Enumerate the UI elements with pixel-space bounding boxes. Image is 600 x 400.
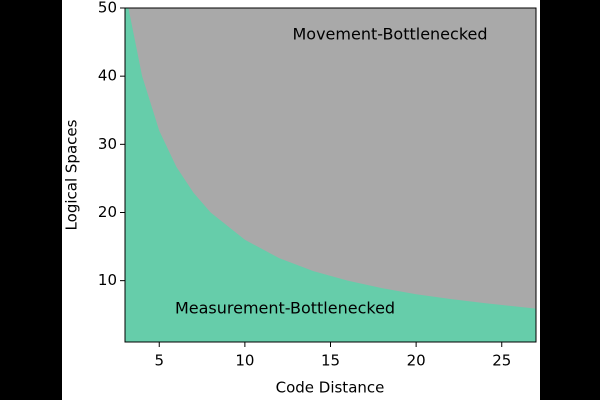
y-tick-label: 10 [98,271,117,289]
y-tick-label: 50 [98,0,117,17]
x-tick-label: 10 [235,352,254,370]
x-tick-label: 15 [321,352,340,370]
plot-area [125,8,536,342]
x-tick-label: 20 [407,352,426,370]
y-tick-label: 30 [98,135,117,153]
x-tick-label: 5 [154,352,164,370]
region-below [125,8,536,342]
annotation: Movement-Bottlenecked [292,25,487,44]
annotation: Measurement-Bottlenecked [175,299,395,318]
y-axis-label: Logical Spaces [63,119,81,230]
x-axis-label: Code Distance [276,379,385,397]
y-tick-label: 20 [98,203,117,221]
y-tick-label: 40 [98,67,117,85]
x-tick-label: 25 [492,352,511,370]
